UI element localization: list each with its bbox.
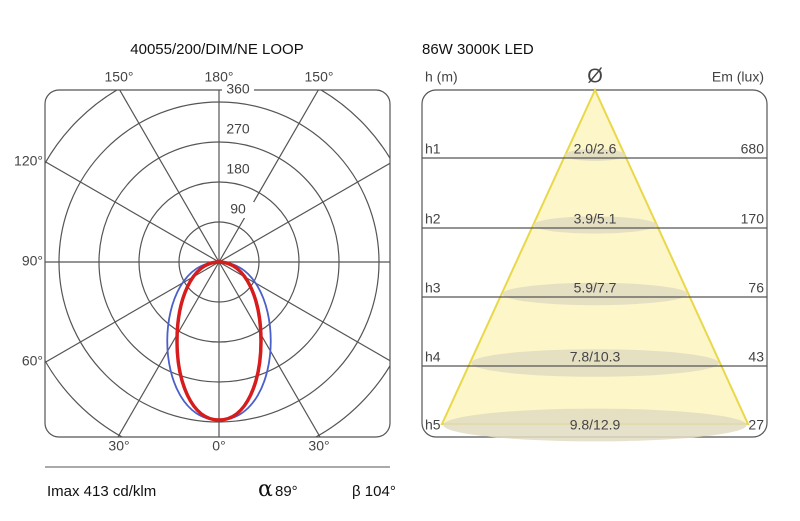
bottom-angle: 0° [212,438,225,454]
side-angle: 120° [14,153,43,169]
radial-line [108,90,220,263]
row-height: h3 [425,280,441,296]
top-angle: 180° [205,69,234,85]
radial-line [45,151,220,263]
beam-spot [471,349,719,377]
beta: β 104° [352,483,396,500]
polar-title: 40055/200/DIM/NE LOOP [130,41,303,58]
row-diameter: 2.0/2.6 [574,141,617,157]
row-diameter: 7.8/10.3 [570,349,621,365]
cone-title: 86W 3000K LED [422,41,534,58]
side-angle: 90° [22,253,43,269]
row-height: h2 [425,211,441,227]
curve-c0 [175,260,263,422]
row-height: h1 [425,141,441,157]
bottom-angle: 30° [108,438,129,454]
row-lux: 680 [741,141,765,157]
row-lux: 43 [748,349,764,365]
row-diameter: 9.8/12.9 [570,417,621,433]
diam-header: Ø [587,65,603,87]
row-lux: 76 [748,280,764,296]
radial-line [218,261,390,373]
top-angle: 150° [105,69,134,85]
radial-line [218,90,330,263]
radial-line [45,261,220,373]
bottom-angle: 30° [308,438,329,454]
ring-label-bg [222,82,254,98]
row-diameter: 3.9/5.1 [574,211,617,227]
polar-frame [44,89,391,438]
beam-spot [502,282,688,306]
row-height: h5 [425,417,441,433]
top-angle: 150° [305,69,334,85]
radial-line [218,261,330,437]
alpha: 89° [275,483,298,500]
radial-line [108,261,220,437]
ring-label: 360 [226,81,250,97]
ring-label-bg [222,202,254,218]
ring-label: 270 [226,121,250,137]
row-lux: 170 [741,211,765,227]
ring-label: 90 [230,201,246,217]
cone-rows: h1 2.0/2.6 680 h2 3.9/5.1 170 h3 5.9/7.7 76 h4 7.8… [422,141,767,442]
beam-spot [443,408,747,442]
side-angle: 60° [22,353,43,369]
row-diameter: 5.9/7.7 [574,280,617,296]
h-header: h (m) [425,69,458,85]
lux-header: Em (lux) [712,69,764,85]
ring-label-bg [222,162,254,178]
radial-line [218,151,390,263]
polar-labels: 90 180 270 360 150° 30° 180° 0° 150° 30° 120° 90° 60… [14,69,333,454]
polar-grid [45,90,390,437]
beam-spot [533,216,657,234]
imax: Imax 413 cd/klm [47,483,156,500]
ring-label: 180 [226,161,250,177]
row-lux: 27 [748,417,764,433]
alpha-symbol: α [258,477,273,502]
row-height: h4 [425,349,441,365]
ring-label-bg [222,122,254,138]
